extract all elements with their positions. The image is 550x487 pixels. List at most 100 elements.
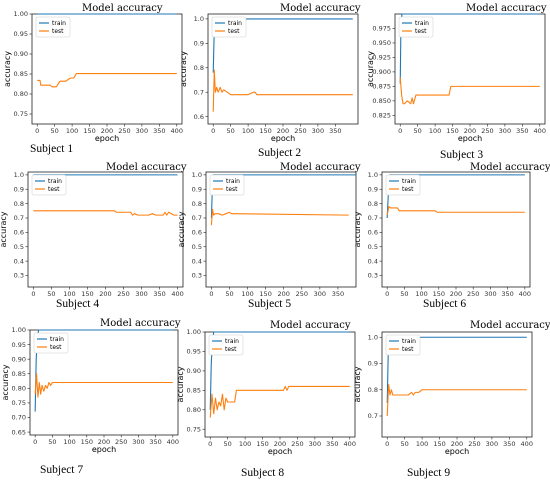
legend-label-test: test xyxy=(402,186,414,193)
chart-title: Model accuracy xyxy=(280,162,361,173)
x-tick-label: 350 xyxy=(501,290,513,298)
x-tick-label: 250 xyxy=(115,438,127,446)
y-tick-label: 0.95 xyxy=(14,30,28,38)
x-tick-label: 50 xyxy=(48,438,56,446)
legend-label-train: train xyxy=(226,178,240,185)
legend-label-test: test xyxy=(50,344,62,351)
x-tick-label: 350 xyxy=(149,438,161,446)
legend-label-test: test xyxy=(228,28,240,35)
series-line-test xyxy=(399,77,540,105)
y-tick-label: 0.8 xyxy=(14,200,24,208)
y-axis-label: accuracy xyxy=(3,51,12,87)
subject-panel-8: Model accuracy 0.75 0.80 0.85 0.90 0.95 1.00 0 5… xyxy=(176,320,356,479)
legend-label-test: test xyxy=(48,186,60,193)
x-tick-label: 150 xyxy=(259,290,271,298)
x-tick-label: 300 xyxy=(132,438,144,446)
x-tick-label: 100 xyxy=(66,127,78,135)
legend-box xyxy=(398,16,434,38)
x-tick-label: 0 xyxy=(385,290,389,298)
x-tick-label: 400 xyxy=(171,127,183,135)
subject-panel-6: Model accuracy 0.3 0.4 0.5 0.6 0.7 0.8 0.9 1.0 0 5… xyxy=(353,162,550,310)
y-tick-label: 0.80 xyxy=(14,90,28,98)
x-tick-label: 0 xyxy=(208,440,212,448)
series-line-test xyxy=(210,208,349,226)
x-tick-label: 400 xyxy=(344,440,356,448)
y-tick-label: 0.6 xyxy=(194,113,204,121)
legend-box xyxy=(208,334,244,356)
y-axis-label: accuracy xyxy=(353,211,362,247)
x-tick-label: 0 xyxy=(33,438,37,446)
y-tick-label: 0.65 xyxy=(12,428,26,436)
legend-label-train: train xyxy=(402,178,416,185)
x-axis-label: epoch xyxy=(268,447,292,456)
x-axis-label: epoch xyxy=(92,445,116,454)
x-tick-label: 400 xyxy=(534,127,546,135)
y-axis-label: accuracy xyxy=(1,364,10,400)
x-tick-label: 100 xyxy=(63,290,75,298)
y-tick-label: 0.7 xyxy=(192,214,202,222)
y-tick-label: 0.7 xyxy=(368,412,378,420)
x-tick-label: 150 xyxy=(83,127,95,135)
x-tick-label: 50 xyxy=(400,290,408,298)
x-tick-label: 300 xyxy=(484,290,496,298)
y-tick-label: 0.950 xyxy=(372,39,391,47)
subject-panel-3: Model accuracy 0.825 0.850 0.875 0.900 0.925 0… xyxy=(366,3,547,161)
x-tick-label: 100 xyxy=(239,440,251,448)
legend-box xyxy=(385,174,421,196)
y-tick-label: 0.7 xyxy=(14,214,24,222)
y-tick-label: 0.850 xyxy=(372,97,391,105)
y-tick-label: 0.8 xyxy=(368,386,378,394)
subject-label: Subject 7 xyxy=(40,464,83,476)
y-tick-label: 0.4 xyxy=(14,257,24,265)
x-tick-label: 0 xyxy=(31,290,35,298)
subject-label: Subject 4 xyxy=(56,298,99,310)
x-tick-label: 150 xyxy=(433,440,445,448)
chart-title: Model accuracy xyxy=(470,162,550,173)
x-tick-label: 150 xyxy=(259,127,271,135)
x-tick-label: 300 xyxy=(309,440,321,448)
y-tick-label: 0.6 xyxy=(14,229,24,237)
y-tick-label: 0.8 xyxy=(192,200,202,208)
x-tick-label: 0 xyxy=(35,127,39,135)
legend-box xyxy=(31,174,67,196)
legend-box xyxy=(211,16,247,38)
x-tick-label: 50 xyxy=(51,127,59,135)
y-tick-label: 0.5 xyxy=(14,243,24,251)
y-tick-label: 1.00 xyxy=(14,10,28,18)
y-tick-label: 0.70 xyxy=(12,414,26,422)
subject-label: Subject 2 xyxy=(258,147,301,159)
x-tick-label: 50 xyxy=(47,290,55,298)
y-tick-label: 0.3 xyxy=(192,272,202,280)
legend-label-train: train xyxy=(415,20,429,27)
x-tick-label: 100 xyxy=(242,127,254,135)
subject-label: Subject 3 xyxy=(440,149,483,161)
y-axis-label: accuracy xyxy=(0,211,8,247)
legend-box xyxy=(385,334,421,356)
legend-label-test: test xyxy=(415,28,427,35)
x-tick-label: 200 xyxy=(98,438,110,446)
x-axis-label: epoch xyxy=(271,134,295,143)
x-tick-label: 400 xyxy=(171,290,183,298)
x-tick-label: 350 xyxy=(329,127,341,135)
y-tick-label: 0.825 xyxy=(372,112,391,120)
y-tick-label: 1.0 xyxy=(368,333,378,341)
x-tick-label: 200 xyxy=(451,440,463,448)
series-line-test xyxy=(212,69,353,112)
legend-label-train: train xyxy=(50,336,64,343)
legend-box xyxy=(209,174,245,196)
y-tick-label: 0.90 xyxy=(12,355,26,363)
subject-label: Subject 1 xyxy=(30,143,73,155)
chart-title: Model accuracy xyxy=(100,318,181,329)
y-tick-label: 1.0 xyxy=(14,171,24,179)
x-tick-label: 150 xyxy=(81,290,93,298)
x-tick-label: 200 xyxy=(277,290,289,298)
x-tick-label: 400 xyxy=(521,440,533,448)
x-tick-label: 100 xyxy=(63,438,75,446)
y-axis-label: accuracy xyxy=(366,51,375,87)
subject-label: Subject 6 xyxy=(423,298,466,310)
y-tick-label: 0.75 xyxy=(12,399,26,407)
x-tick-label: 200 xyxy=(464,127,476,135)
